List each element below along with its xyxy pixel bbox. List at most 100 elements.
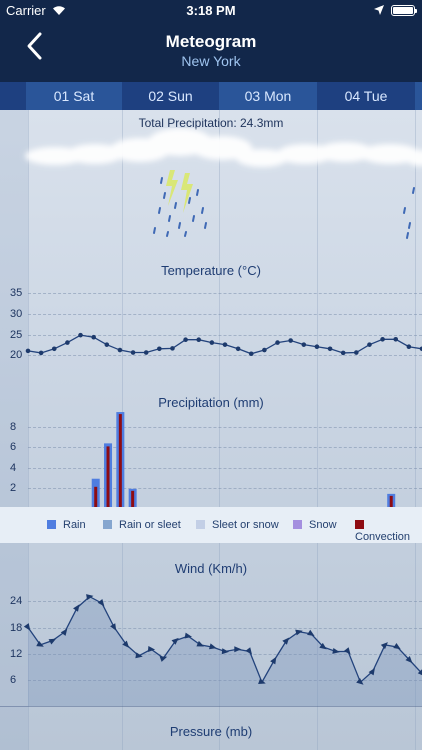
status-bar: Carrier 3:18 PM (0, 0, 422, 22)
wind-direction-marker (405, 656, 413, 664)
wind-title: Wind (Km/h) (174, 561, 248, 576)
wind-direction-marker (171, 637, 179, 645)
wind-direction-marker (282, 637, 290, 645)
wind-direction-marker (343, 647, 351, 655)
wind-tick: 12 (10, 648, 23, 660)
temperature-point (51, 346, 57, 352)
wind-direction-marker (380, 642, 388, 650)
tab-day-4[interactable]: 04 Tue (317, 82, 415, 110)
wind-direction-marker (368, 667, 375, 676)
legend-swatch (103, 520, 112, 529)
legend-swatch (47, 520, 56, 529)
wind-gridline (28, 601, 422, 602)
wind-tick: 18 (10, 622, 23, 634)
temperature-point (170, 346, 175, 351)
wind-direction-marker (234, 646, 242, 653)
precipitation-convection-bar (94, 486, 98, 507)
precip-tick: 2 (10, 482, 17, 494)
temperature-point (209, 340, 215, 345)
precip-tick: 4 (10, 462, 17, 474)
temperature-point (340, 350, 346, 356)
wind-direction-marker (332, 647, 340, 654)
temp-gridline (28, 335, 422, 336)
wind-direction-marker (356, 677, 364, 685)
legend-item-rain: Rain (47, 519, 86, 533)
wind-direction-marker (159, 656, 168, 662)
chart-left-shade (0, 110, 28, 750)
temperature-point (222, 342, 228, 347)
tab-day-3[interactable]: 03 Mon (219, 82, 317, 110)
wind-direction-marker (258, 678, 266, 685)
wind-direction-marker (245, 647, 253, 655)
wind-direction-marker (393, 642, 401, 650)
temperature-point (275, 340, 280, 345)
temperature-point (78, 332, 83, 338)
legend-item-rain-or-sleet: Rain or sleet (103, 519, 181, 533)
temperature-point (406, 344, 412, 350)
temperature-point (104, 342, 110, 347)
wind-direction-marker (135, 652, 143, 659)
wind-direction-marker (417, 669, 422, 677)
legend-swatch (196, 520, 205, 529)
legend-label: Rain or sleet (119, 519, 181, 531)
temperature-point (157, 346, 162, 352)
temperature-point (354, 350, 359, 355)
precip-gridline (28, 488, 422, 489)
precip-tick: 8 (10, 421, 17, 433)
legend-label: Rain (63, 519, 86, 531)
temp-gridline (28, 355, 422, 356)
temp-gridline (28, 314, 422, 315)
temperature-point (367, 342, 372, 347)
temperature-point (38, 350, 44, 356)
temperature-point (65, 340, 70, 345)
temperature-point (91, 334, 96, 340)
nav-header: Carrier 3:18 PM Meteogram New York (0, 0, 422, 82)
temperature-point (288, 338, 293, 343)
temperature-point (314, 344, 320, 350)
day-divider (415, 110, 416, 750)
wind-direction-marker (60, 628, 68, 636)
wind-gridline (28, 628, 422, 629)
legend-item-convection: Convection (355, 519, 422, 543)
wind-direction-marker (122, 640, 130, 648)
temperature-point (130, 350, 136, 355)
temperature-point (143, 350, 149, 355)
temperature-point (419, 346, 422, 352)
temperature-point (183, 337, 188, 343)
wind-area (28, 596, 422, 706)
carrier-label: Carrier (6, 3, 46, 18)
wind-direction-marker (110, 623, 117, 631)
pressure-title: Pressure (mb) (169, 724, 253, 739)
wind-direction-marker (209, 643, 217, 650)
wind-tick: 6 (10, 674, 17, 686)
total-precipitation: Total Precipitation: 24.3mm (138, 116, 284, 130)
legend-swatch (293, 520, 302, 529)
section-divider (0, 706, 422, 707)
precipitation-convection-bar (131, 490, 135, 507)
tab-day-1[interactable]: 01 Sat (26, 82, 122, 110)
day-divider (28, 110, 29, 750)
tab-day-next-edge (415, 82, 422, 110)
temperature-point (380, 336, 385, 342)
precipitation-convection-bar (118, 414, 122, 507)
temperature-point (327, 346, 333, 352)
temperature-point (235, 346, 241, 352)
precip-gridline (28, 427, 422, 428)
back-chevron-icon[interactable] (22, 30, 50, 62)
temp-tick: 35 (10, 287, 23, 299)
wind-direction-marker (270, 656, 277, 665)
legend-item-sleet-or-snow: Sleet or snow (196, 519, 279, 533)
wind-direction-marker (48, 638, 57, 645)
tab-day-2[interactable]: 02 Sun (122, 82, 219, 110)
page-title: Meteogram (165, 32, 257, 51)
temperature-point (117, 347, 123, 353)
location-subtitle: New York (181, 53, 241, 69)
wifi-icon (53, 6, 65, 15)
day-tab-spacer (0, 82, 26, 110)
temperature-point (248, 351, 254, 357)
wind-gridline (28, 654, 422, 655)
wind-tick: 24 (10, 595, 23, 607)
temperature-point (393, 336, 399, 342)
